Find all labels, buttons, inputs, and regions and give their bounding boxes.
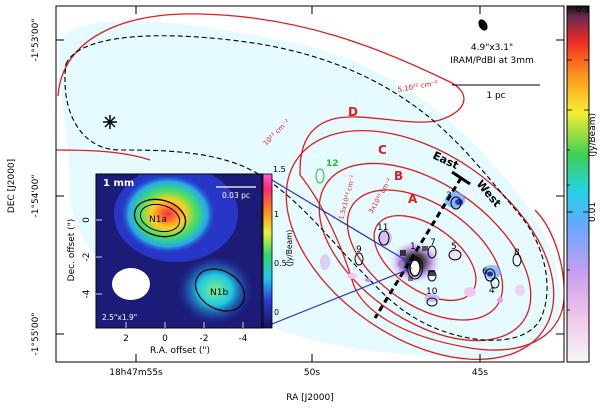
y-tick-0: -1°53'00" xyxy=(31,19,41,62)
inset-x-axis-title: R.A. offset (") xyxy=(150,346,210,356)
instrument-label: IRAM/PdBI at 3mm xyxy=(450,56,534,66)
inset-x-tick-2: -2 xyxy=(200,334,209,344)
inset-title: 1 mm xyxy=(103,178,134,189)
source-label-4: 4 xyxy=(489,286,495,296)
region-label-a: A xyxy=(408,192,418,206)
inset-connector-bottom xyxy=(261,267,413,329)
source-label-6: 6 xyxy=(482,267,488,277)
main-frame xyxy=(55,5,565,363)
inset-connector-top xyxy=(261,173,413,265)
inset-cbar-unit: (Jy/Beam) xyxy=(285,230,294,267)
y-tick-1: -1°54'00" xyxy=(31,175,41,218)
x-tick-1: 50s xyxy=(304,368,320,378)
x-axis-title: RA [J2000] xyxy=(286,393,334,403)
inset-x-tick-3: -4 xyxy=(239,334,248,344)
n1b-ellipse xyxy=(194,268,246,312)
source-labels: 1 3 4 5 6 7 8 9 10 11 xyxy=(356,191,520,297)
cut-tick-east xyxy=(451,170,471,186)
green-label-12: 12 xyxy=(326,159,339,169)
y-axis-title: DEC [J2000] xyxy=(7,159,17,213)
main-ticks xyxy=(56,6,564,362)
red-contour-c xyxy=(318,162,532,342)
star-icon xyxy=(103,115,117,129)
inset-y-axis-title: Dec. offset (") xyxy=(67,219,77,282)
east-west-cut xyxy=(373,177,463,319)
red-contour-b xyxy=(346,189,504,321)
source-label-10: 10 xyxy=(426,287,438,297)
inset-beam-ellipse xyxy=(112,268,150,300)
inset-scale-label: 0.03 pc xyxy=(222,191,250,200)
inset-cbar-tick-0: 1.5 xyxy=(273,165,286,174)
beam-ellipse xyxy=(478,19,488,31)
n1a-label: N1a xyxy=(149,215,167,225)
y-tick-2: -1°55'00" xyxy=(31,313,41,356)
dashed-contour xyxy=(64,35,548,341)
source-label-7: 7 xyxy=(430,238,436,248)
inset-y-tick-0: 0 xyxy=(82,217,92,223)
source-label-3: 3 xyxy=(446,191,452,201)
green-ellipse xyxy=(315,168,325,184)
n1a-ellipse-inner xyxy=(139,203,181,233)
inset-frame xyxy=(95,173,263,329)
red-contour-d xyxy=(285,129,555,361)
inset-cbar-tick-2: 0.5 xyxy=(274,259,287,268)
scalebar-label: 1 pc xyxy=(486,91,505,101)
inset-cbar-tick-3: 0 xyxy=(274,308,279,317)
main-colorbar-ticks xyxy=(567,59,589,311)
x-tick-2: 45s xyxy=(472,368,488,378)
inset-map xyxy=(96,174,262,328)
inset-y-tick-1: -2 xyxy=(82,253,92,262)
inset-x-tick-1: 0 xyxy=(162,334,168,344)
source-label-1: 1 xyxy=(410,242,416,252)
source-ellipses xyxy=(315,168,522,307)
source-label-9: 9 xyxy=(356,245,362,255)
inset-x-tick-0: 2 xyxy=(123,334,129,344)
colorbar-mid-label: 0.01 xyxy=(588,202,598,222)
colorbar-unit-label: (Jy/Beam) xyxy=(588,113,598,157)
red-contour-outer xyxy=(57,13,564,351)
region-label-c: C xyxy=(378,143,387,157)
region-label-d: D xyxy=(348,105,358,119)
inset-y-tick-2: -4 xyxy=(82,289,92,298)
n1b-label: N1b xyxy=(210,288,228,298)
inset-beam-label: 2.5"x1.9" xyxy=(102,313,137,322)
main-colorbar xyxy=(566,5,590,363)
beam-size-label: 4.9"x3.1" xyxy=(471,43,513,53)
x-tick-0: 18h47m55s xyxy=(109,368,163,378)
inset-colorbar xyxy=(262,173,273,329)
inset-ticks xyxy=(96,219,244,328)
source-label-5: 5 xyxy=(451,242,457,252)
inset-cbar-tick-1: 1 xyxy=(274,210,279,219)
source-label-8: 8 xyxy=(514,248,520,258)
colorbar-top-label: 0.1 xyxy=(576,5,590,15)
red-contour-left xyxy=(56,149,151,161)
source-label-11: 11 xyxy=(377,223,388,233)
n1a-ellipse xyxy=(133,198,187,238)
region-label-b: B xyxy=(394,169,403,183)
